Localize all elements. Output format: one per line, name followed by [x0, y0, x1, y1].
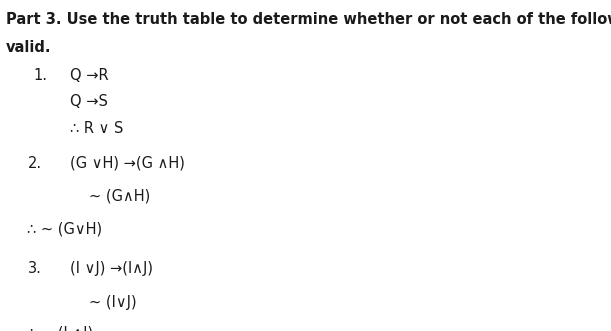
Text: valid.: valid.: [6, 40, 51, 55]
Text: ∴ ~ (I ∧J): ∴ ~ (I ∧J): [27, 326, 93, 331]
Text: Q →S: Q →S: [70, 94, 108, 109]
Text: 3.: 3.: [27, 261, 42, 276]
Text: ∴ R ∨ S: ∴ R ∨ S: [70, 121, 123, 136]
Text: 1.: 1.: [34, 68, 48, 83]
Text: ~ (G∧H): ~ (G∧H): [89, 189, 150, 204]
Text: Q →R: Q →R: [70, 68, 109, 83]
Text: (I ∨J) →(I∧J): (I ∨J) →(I∧J): [70, 261, 153, 276]
Text: 2.: 2.: [27, 156, 42, 170]
Text: (G ∨H) →(G ∧H): (G ∨H) →(G ∧H): [70, 156, 185, 170]
Text: Part 3. Use the truth table to determine whether or not each of the following is: Part 3. Use the truth table to determine…: [6, 12, 611, 26]
Text: ∴ ~ (G∨H): ∴ ~ (G∨H): [27, 222, 103, 237]
Text: ~ (I∨J): ~ (I∨J): [89, 295, 136, 309]
